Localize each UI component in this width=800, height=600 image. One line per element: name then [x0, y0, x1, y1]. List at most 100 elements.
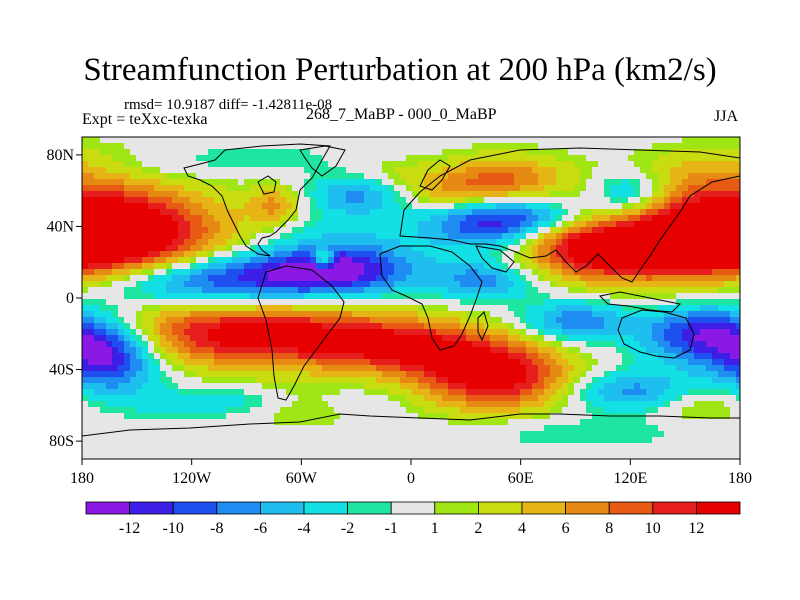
field-cell [730, 155, 737, 162]
field-cell [634, 203, 641, 210]
field-cell [304, 287, 311, 294]
field-cell [250, 335, 257, 342]
field-cell [232, 233, 239, 240]
field-cell [496, 389, 503, 396]
field-cell [232, 227, 239, 234]
field-cell [328, 377, 335, 384]
field-cell [454, 227, 461, 234]
field-cell [430, 371, 437, 378]
field-cell [358, 275, 365, 282]
field-cell [604, 257, 611, 264]
field-cell [292, 281, 299, 288]
field-cell [706, 275, 713, 282]
field-cell [508, 251, 515, 258]
field-cell [268, 359, 275, 366]
field-cell [706, 197, 713, 204]
field-cell [364, 149, 371, 156]
field-cell [640, 365, 647, 372]
field-cell [268, 203, 275, 210]
field-cell [496, 161, 503, 168]
field-cell [712, 203, 719, 210]
field-cell [544, 203, 551, 210]
field-cell [322, 167, 329, 174]
field-cell [652, 281, 659, 288]
field-cell [202, 365, 209, 372]
field-cell [148, 209, 155, 216]
field-cell [160, 335, 167, 342]
field-cell [382, 395, 389, 402]
field-cell [118, 359, 125, 366]
field-cell [604, 179, 611, 186]
field-cell [568, 341, 575, 348]
field-cell [136, 227, 143, 234]
field-cell [244, 371, 251, 378]
field-cell [478, 209, 485, 216]
field-cell [322, 311, 329, 318]
field-cell [154, 329, 161, 336]
field-cell [454, 185, 461, 192]
field-cell [304, 239, 311, 246]
field-cell [694, 173, 701, 180]
field-cell [256, 347, 263, 354]
field-cell [580, 287, 587, 294]
field-cell [514, 263, 521, 270]
field-cell [544, 167, 551, 174]
field-cell [310, 371, 317, 378]
field-cell [100, 347, 107, 354]
field-cell [736, 347, 740, 354]
field-cell [256, 173, 263, 180]
field-cell [298, 251, 305, 258]
field-cell [646, 347, 653, 354]
field-cell [406, 227, 413, 234]
field-cell [172, 173, 179, 180]
field-cell [736, 227, 740, 234]
field-cell [328, 179, 335, 186]
field-cell [394, 221, 401, 228]
field-cell [82, 311, 89, 318]
field-cell [412, 203, 419, 210]
field-cell [286, 395, 293, 402]
field-cell [244, 299, 251, 306]
field-cell [196, 239, 203, 246]
field-cell [286, 353, 293, 360]
field-cell [472, 335, 479, 342]
field-cell [148, 365, 155, 372]
field-cell [202, 377, 209, 384]
field-cell [670, 281, 677, 288]
field-cell [322, 365, 329, 372]
field-cell [610, 137, 617, 144]
field-cell [478, 227, 485, 234]
field-cell [280, 203, 287, 210]
field-cell [700, 395, 707, 402]
field-cell [616, 305, 623, 312]
field-cell [130, 221, 137, 228]
field-cell [244, 365, 251, 372]
field-cell [538, 377, 545, 384]
field-cell [520, 233, 527, 240]
field-cell [310, 143, 317, 150]
field-cell [496, 269, 503, 276]
field-cell [400, 263, 407, 270]
field-cell [514, 365, 521, 372]
field-cell [352, 239, 359, 246]
field-cell [280, 167, 287, 174]
field-cell [586, 245, 593, 252]
field-cell [232, 197, 239, 204]
field-cell [328, 323, 335, 330]
field-cell [736, 233, 740, 240]
field-cell [106, 287, 113, 294]
field-cell [676, 353, 683, 360]
field-cell [466, 137, 473, 144]
field-cell [724, 143, 731, 150]
field-cell [604, 245, 611, 252]
field-cell [136, 197, 143, 204]
field-cell [274, 197, 281, 204]
field-cell [682, 281, 689, 288]
field-cell [208, 185, 215, 192]
field-cell [640, 341, 647, 348]
field-cell [124, 275, 131, 282]
field-cell [628, 347, 635, 354]
field-cell [730, 359, 737, 366]
field-cell [274, 185, 281, 192]
field-cell [268, 269, 275, 276]
